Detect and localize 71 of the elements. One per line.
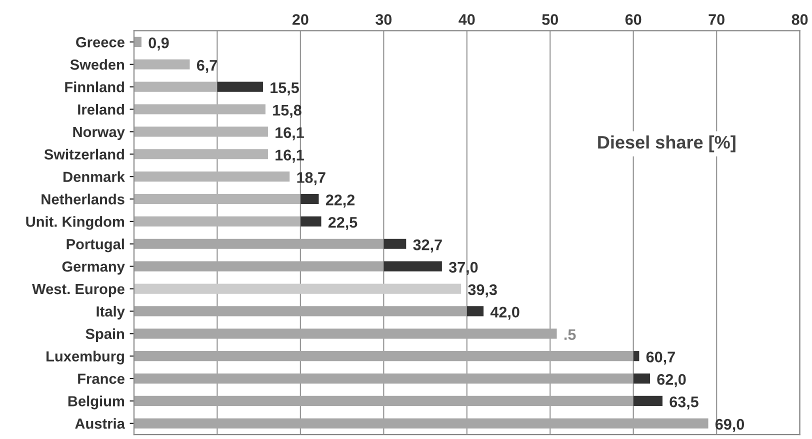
annotation: .5 [564,329,576,340]
y-tick-label: Denmark [64,171,125,182]
total-label: 32,7 [413,239,442,252]
y-tick-label: Portugal [66,238,124,252]
y-tick-label: Spain [86,328,124,342]
bar [134,238,384,249]
bar [134,59,190,70]
bar [134,261,384,272]
total-label: 16,1 [276,127,304,140]
total-label: 37,0 [448,262,478,275]
bar [633,396,662,406]
bar [134,172,290,182]
bar [134,36,142,47]
total-label: 60,7 [646,352,675,365]
total-label: 6,7 [196,60,217,73]
bar [633,373,650,384]
bar [134,194,300,204]
annotation: Diesel share [%] [598,135,736,152]
x-tick-label: 30 [376,14,392,25]
bar [134,82,218,92]
total-label: 22,5 [328,216,358,230]
bar [384,261,442,272]
y-tick-label: Greece [76,37,124,48]
total-label: 39,3 [468,284,497,298]
bar [134,149,268,160]
bar [633,351,640,362]
y-tick-label: West. Europe [32,284,124,298]
total-label: 63,5 [670,396,698,410]
x-tick-label: 70 [708,14,724,25]
bar [134,284,462,294]
bar [134,373,634,384]
bar [300,194,319,204]
total-label: 42,0 [490,306,520,320]
bar [466,306,484,316]
total-label: 15,5 [270,82,299,96]
bar [134,104,266,114]
total-label: 69,0 [715,418,744,432]
bar [300,216,322,226]
total-label: 18,7 [297,172,326,186]
x-tick-label: 60 [625,14,642,25]
y-tick-label: Belgium [68,396,124,410]
x-tick-label: 40 [458,14,475,25]
y-tick-label: Finnland [65,82,124,92]
bar [134,328,557,339]
x-tick-label: 50 [542,14,558,25]
y-tick-label: Switzerland [44,148,124,160]
total-label: 16,1 [276,150,304,163]
y-tick-label: Norway [73,126,125,140]
bar [134,418,708,428]
total-label: 0,9 [148,37,169,51]
total-label: 62,0 [657,374,686,388]
y-tick-label: Austria [75,418,126,429]
y-tick-label: Germany [62,261,125,275]
bar [384,238,406,249]
y-tick-label: Sweden [70,59,124,70]
x-tick-label: 80 [792,14,808,25]
y-tick-label: Netherlands [42,194,124,204]
bar [134,351,634,362]
bar [134,396,634,406]
y-tick-label: Italy [96,306,125,320]
y-tick-label: France [78,374,124,384]
bar [134,216,300,226]
bar [134,306,467,316]
total-label: 15,8 [273,104,302,118]
bar [134,126,268,137]
bar [217,82,263,92]
y-tick-label: Luxemburg [46,350,124,364]
y-tick-label: Unit. Kingdom [26,216,124,230]
x-tick-label: 20 [292,14,308,25]
total-label: 22,2 [326,194,355,208]
y-tick-label: Ireland [78,104,124,115]
